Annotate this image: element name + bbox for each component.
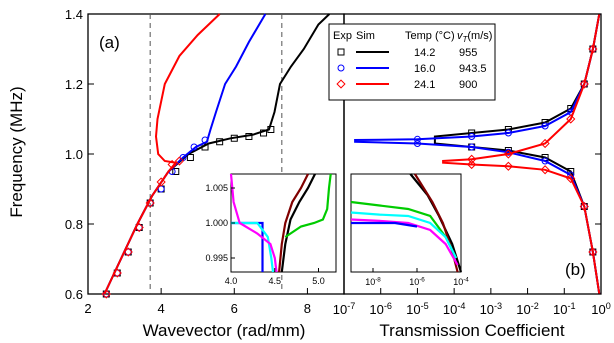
panel-a-exp-point-14.2-9 (216, 138, 224, 146)
panel-a-exp-point-16.0-8 (190, 143, 198, 151)
panel-b-exp-point-upper-16.0-7 (413, 135, 421, 143)
legend: Exp Sim Temp (°C) vT(m/s) 14.2 955 16.0 943.5 24… (328, 23, 496, 101)
y-axis-title: Frequency (MHz) (7, 86, 26, 217)
panel-b-exp-point-upper-24.1-3 (566, 114, 576, 124)
panel-a-exp-point-14.2-6 (172, 168, 180, 175)
panel-b-exp-point-lower-24.1-5 (579, 201, 589, 212)
panel-a-exp-point-14.2-12 (260, 129, 268, 137)
panel-b-label: (b) (565, 260, 586, 279)
legend-vt-14.2: 955 (459, 47, 477, 59)
panel-a-exp-point-24.1-3 (134, 222, 144, 233)
inset-b-plot-area: 10-8 10-6 10-4 (350, 173, 469, 287)
panel-a-label: (a) (99, 33, 120, 52)
panel-b-x-tick-label-2: 10-5 (406, 301, 429, 317)
panel-a-x-tick-label-1: 4 (158, 301, 165, 316)
legend-header-temp: Temp (°C) (405, 30, 455, 42)
panel-a-exp-point-24.1-1 (112, 268, 122, 278)
panel-b-exp-point-upper-24.1-6 (467, 154, 477, 164)
panel-a-y-tick-label-3: 1.2 (65, 77, 83, 92)
panel-b-exp-point-lower-24.1-6 (588, 247, 598, 257)
panel-b-exp-point-upper-16.0-6 (468, 133, 476, 140)
inset-a-line-0 (280, 173, 316, 273)
panel-a-x-tick-label-3: 8 (304, 301, 311, 316)
panel-a-exp-point-16.0-9 (201, 136, 209, 144)
panel-b-exp-point-lower-16.0-2 (468, 143, 476, 151)
panel-a-x-tick-label-0: 2 (84, 301, 91, 316)
panel-a-y-tick-label-4: 1.4 (65, 7, 83, 22)
legend-marker-16.0 (337, 64, 345, 72)
panel-b-x-tick-label-6: 10-1 (553, 301, 576, 317)
panel-b-exp-point-lower-24.1-3 (540, 165, 550, 175)
inset-a-y-tick-label-1: 1.000 (205, 218, 228, 228)
inset-b-line-3 (350, 211, 458, 259)
legend-vt-16.0: 943.5 (459, 63, 487, 75)
panel-b-exp-point-upper-24.1-5 (503, 149, 513, 159)
inset-b-line-4 (350, 218, 459, 266)
panel-a-exp-point-14.2-8 (201, 143, 209, 151)
panel-b-plot-area: 10-7 10-6 10-5 10-4 10-3 10-2 10-1 100 (333, 13, 611, 317)
legend-box (328, 23, 496, 101)
legend-temp-16.0: 16.0 (414, 63, 435, 75)
panel-a-y-tick-label-0: 0.6 (65, 287, 83, 302)
inset-a-line-4 (231, 221, 275, 273)
panel-a-exp-point-24.1-0 (101, 289, 111, 299)
legend-marker-14.2 (337, 48, 345, 56)
legend-header-exp: Exp (333, 30, 352, 42)
inset-a-y-tick-label-2: 1.005 (205, 183, 228, 193)
inset-a-x-tick-label-0: 4.0 (225, 276, 238, 286)
panel-b-exp-point-lower-16.0-1 (413, 140, 421, 147)
panel-b-exp-point-upper-24.1-1 (588, 44, 598, 54)
panel-b-exp-point-lower-24.1-1 (467, 159, 477, 170)
panel-a-exp-point-24.1-4 (145, 198, 155, 208)
panel-a-exp-point-14.2-13 (267, 126, 275, 133)
inset-a-line-5 (229, 173, 278, 273)
panel-a-exp-point-14.2-10 (230, 134, 238, 142)
legend-header-sim: Sim (356, 30, 375, 42)
x-axis-title-a: Wavevector (rad/mm) (143, 321, 306, 340)
inset-b-x-tick-label-0: 10-8 (365, 276, 381, 287)
panel-b-exp-point-lower-16.0-4 (541, 157, 549, 165)
inset-a-line-1 (278, 173, 309, 273)
legend-temp-24.1: 24.1 (414, 79, 435, 91)
inset-a-line-2 (284, 173, 332, 238)
panel-a-exp-point-14.2-11 (245, 133, 253, 140)
panel-b-exp-point-lower-24.1-2 (503, 161, 513, 171)
panel-b-x-tick-label-4: 10-3 (480, 301, 503, 317)
panel-b-exp-point-upper-24.1-2 (579, 79, 589, 89)
panel-a-exp-point-24.1-7 (174, 156, 185, 166)
panel-b-x-tick-label-5: 10-2 (516, 301, 539, 317)
panel-b-exp-point-upper-16.0-4 (541, 122, 549, 130)
panel-a-exp-point-24.1-6 (167, 159, 177, 170)
panel-a-plot-area: 2 4 6 8 0.6 0.8 1.0 1.2 1.4 (65, 7, 345, 316)
inset-a-x-tick-label-2: 5.0 (312, 276, 325, 286)
panel-a-exp-point-24.1-5 (156, 177, 166, 187)
panel-a-y-tick-label-2: 1.0 (65, 147, 83, 162)
x-axis-title-b: Transmission Coefficient (379, 321, 564, 340)
panel-a-x-tick-label-2: 6 (231, 301, 238, 316)
panel-b-exp-point-upper-16.0-5 (504, 129, 512, 137)
inset-a-x-tick-label-1: 4.5 (268, 276, 281, 286)
inset-b-x-tick-label-2: 10-4 (453, 276, 469, 287)
legend-marker-24.1 (336, 79, 346, 89)
panel-b-x-tick-label-0: 10-7 (333, 301, 356, 317)
panel-b-sim-line-24.1 (442, 13, 601, 295)
legend-temp-14.2: 14.2 (414, 47, 435, 59)
inset-a-plot-area: 4.0 4.5 5.0 0.995 1.000 1.005 (205, 173, 337, 286)
panel-b-exp-point-upper-24.1-4 (540, 138, 550, 149)
panel-b-x-tick-label-3: 10-4 (443, 301, 466, 317)
legend-header-velocity: vT(m/s) (457, 30, 492, 44)
inset-b-x-tick-label-1: 10-6 (409, 276, 425, 287)
panel-a-exp-point-24.1-2 (123, 247, 133, 257)
inset-a-y-tick-label-0: 0.995 (205, 253, 228, 263)
inset-b-line-5 (351, 221, 418, 228)
panel-b-x-tick-label-7: 100 (591, 301, 611, 317)
panel-b-exp-point-lower-24.1-4 (566, 173, 576, 184)
panel-a-exp-point-14.2-7 (186, 154, 194, 161)
panel-a-sim-line-24.1 (103, 13, 221, 295)
legend-vt-24.1: 900 (459, 79, 477, 91)
panel-a-y-tick-label-1: 0.8 (65, 217, 83, 232)
panel-b-x-tick-label-1: 10-6 (369, 301, 392, 317)
